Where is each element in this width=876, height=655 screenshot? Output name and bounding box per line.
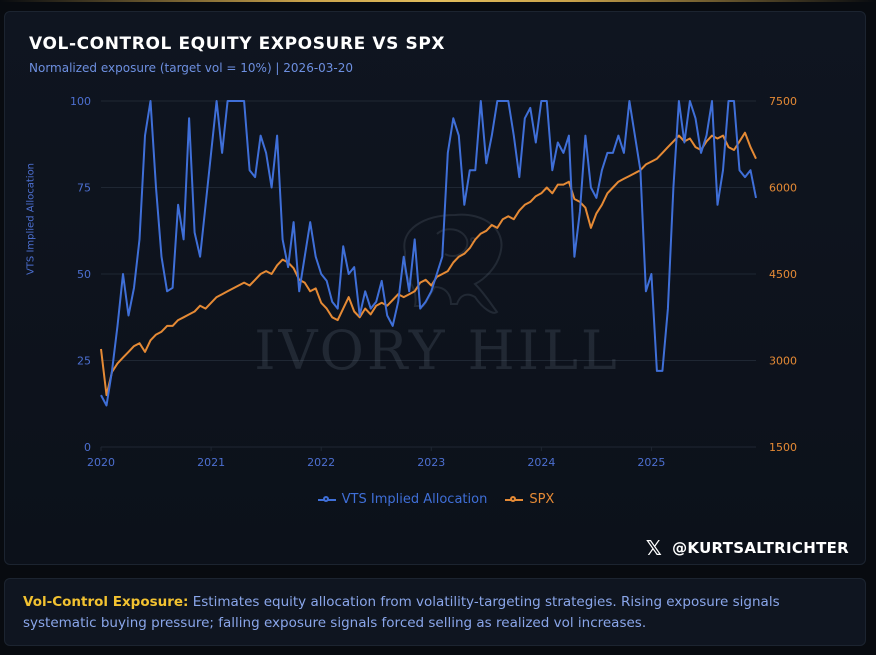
description-note: Vol-Control Exposure: Estimates equity a… bbox=[4, 578, 866, 646]
x-tick-label: 2021 bbox=[197, 456, 225, 469]
chart-title: VOL-CONTROL EQUITY EXPOSURE VS SPX bbox=[29, 34, 446, 54]
y-left-tick-label: 25 bbox=[77, 355, 91, 368]
grid-layer bbox=[101, 100, 756, 448]
x-logo-icon: 𝕏 bbox=[645, 536, 663, 560]
series-line-spx bbox=[100, 131, 757, 397]
x-tick-label: 2020 bbox=[87, 456, 115, 469]
y-right-tick-label: 6000 bbox=[769, 182, 797, 195]
chart-legend: VTS Implied Allocation SPX bbox=[5, 492, 867, 507]
legend-label-vts: VTS Implied Allocation bbox=[341, 492, 488, 507]
note-key: Vol-Control Exposure: bbox=[23, 594, 189, 610]
y-left-tick-label: 75 bbox=[77, 182, 91, 195]
axis-layer: 0 25 50 75 100 1500 3000 4500 6000 7500 2020 2021 20… bbox=[70, 95, 797, 469]
y-left-tick-label: 50 bbox=[77, 268, 91, 281]
y-left-tick-label: 0 bbox=[84, 441, 91, 454]
watermark-text: IVORY HILL bbox=[254, 319, 620, 382]
y-right-tick-label: 1500 bbox=[769, 441, 797, 454]
watermark: IVORY HILL bbox=[254, 213, 620, 382]
legend-swatch-spx bbox=[505, 495, 524, 505]
chart-card: VOL-CONTROL EQUITY EXPOSURE VS SPX Norma… bbox=[4, 11, 866, 565]
handle-text: @KURTSALTRICHTER bbox=[672, 539, 849, 557]
y-left-tick-label: 100 bbox=[70, 95, 91, 108]
y-right-tick-label: 3000 bbox=[769, 355, 797, 368]
x-tick-label: 2025 bbox=[637, 456, 665, 469]
x-tick-label: 2023 bbox=[417, 456, 445, 469]
legend-item-vts[interactable]: VTS Implied Allocation bbox=[317, 492, 488, 507]
x-tick-label: 2024 bbox=[527, 456, 555, 469]
series-line-vts bbox=[100, 100, 757, 407]
legend-label-spx: SPX bbox=[529, 492, 555, 507]
series-layer bbox=[100, 100, 757, 407]
chart-subtitle: Normalized exposure (target vol = 10%) |… bbox=[29, 61, 354, 75]
x-tick-label: 2022 bbox=[307, 456, 335, 469]
y-right-tick-label: 4500 bbox=[769, 268, 797, 281]
top-accent-line bbox=[0, 0, 876, 2]
y-right-tick-label: 7500 bbox=[769, 95, 797, 108]
author-handle: 𝕏 @KURTSALTRICHTER bbox=[646, 536, 849, 560]
note-text: Estimates equity allocation from volatil… bbox=[23, 594, 780, 631]
legend-item-spx[interactable]: SPX bbox=[505, 492, 554, 507]
line-chart: IVORY HILL 0 25 50 75 100 1500 3000 4500 6000 750… bbox=[70, 95, 797, 469]
legend-swatch-vts bbox=[317, 495, 336, 505]
